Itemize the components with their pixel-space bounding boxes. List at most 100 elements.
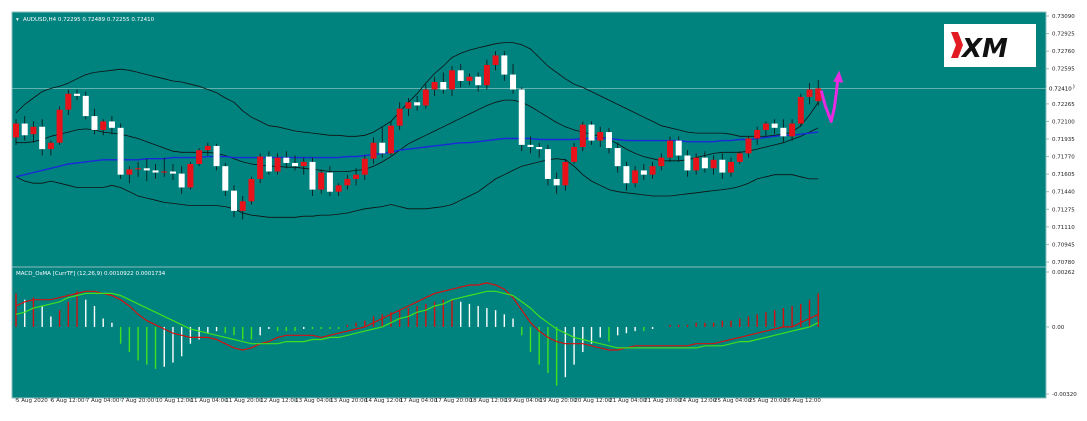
bull-candle-body — [649, 166, 656, 175]
bull-candle-body — [335, 185, 342, 192]
oscillator-header: MACD_OsMA [CurrTF] (12,26,9) 0.0010922 0… — [16, 271, 166, 277]
bull-candle-body — [632, 170, 639, 184]
moving-average-line — [15, 131, 819, 178]
price-tick-label: 0.72100 — [1052, 119, 1075, 125]
price-tick-label: 0.72760 — [1052, 49, 1075, 55]
bear-candle-body — [117, 127, 124, 175]
time-tick-label: 20 Aug 12:00 — [574, 398, 612, 404]
bear-candle-body — [152, 170, 159, 173]
bear-candle-body — [684, 155, 691, 171]
bull-candle-body — [300, 161, 307, 167]
bear-candle-body — [623, 166, 630, 184]
bear-candle-body — [527, 144, 534, 147]
bull-candle-body — [65, 93, 72, 110]
logo-text: XM — [960, 34, 1008, 64]
time-tick-label: 6 Aug 12:00 — [51, 398, 85, 404]
chart-header: AUDUSD,H4 0.72295 0.72489 0.72255 0.7241… — [23, 17, 155, 23]
xm-logo: XM — [944, 24, 1036, 67]
bull-candle-body — [579, 124, 586, 147]
bear-candle-body — [518, 89, 525, 145]
bull-candle-body — [762, 123, 769, 130]
time-tick-label: 25 Aug 20:00 — [749, 398, 787, 404]
time-tick-label: 7 Aug 20:00 — [121, 398, 155, 404]
bull-candle-body — [449, 70, 455, 90]
bull-candle-body — [736, 153, 743, 162]
bear-candle-body — [326, 172, 333, 192]
bull-candle-body — [693, 157, 700, 171]
bear-candle-body — [719, 159, 726, 173]
current-price-tag: 0.72410 — [1047, 84, 1073, 93]
bull-candle-body — [597, 132, 604, 141]
macd-line — [15, 282, 819, 351]
chart-menu-icon[interactable]: ▾ — [16, 17, 19, 23]
bear-candle-body — [82, 95, 89, 117]
bear-candle-body — [510, 74, 517, 90]
bull-candle-body — [100, 121, 107, 130]
bull-candle-body — [30, 126, 37, 135]
bull-candle-body — [789, 123, 796, 137]
bear-candle-body — [265, 156, 272, 172]
bear-candle-body — [536, 146, 543, 150]
price-tick-label: 0.72265 — [1052, 102, 1075, 108]
time-tick-label: 11 Aug 20:00 — [225, 398, 263, 404]
bear-candle-body — [222, 166, 229, 191]
price-tick-label: 0.71110 — [1052, 225, 1075, 231]
time-tick-label: 24 Aug 12:00 — [679, 398, 717, 404]
bull-candle-body — [815, 88, 822, 102]
bull-candle-body — [483, 64, 490, 86]
bull-candle-body — [274, 157, 281, 172]
forecast-arrow-path — [819, 75, 840, 123]
chart-background — [11, 11, 1047, 399]
bull-candle-body — [466, 76, 473, 81]
oscillator-axis: 0.00262 0.00 -0.00320 — [1046, 270, 1077, 398]
bull-candle-body — [667, 140, 673, 158]
bear-candle-body — [771, 123, 778, 128]
bull-candle-body — [239, 201, 246, 211]
bear-candle-body — [74, 93, 81, 96]
time-axis: 5 Aug 2020 6 Aug 12:00 7 Aug 04:00 7 Aug 20… — [15, 398, 821, 404]
time-tick-label: 7 Aug 04:00 — [86, 398, 120, 404]
bull-candle-body — [126, 169, 133, 175]
time-tick-label: 17 Aug 20:00 — [435, 398, 473, 404]
bear-candle-body — [108, 121, 115, 128]
price-tick-label: 0.71275 — [1052, 207, 1075, 213]
osma-histogram — [15, 291, 819, 386]
bull-candle-body — [47, 142, 54, 150]
price-tick-label: 0.72595 — [1052, 67, 1075, 73]
bear-candle-body — [414, 102, 421, 106]
bear-candle-body — [614, 148, 621, 167]
bull-candle-body — [248, 178, 255, 202]
bull-candle-body — [405, 102, 412, 109]
bear-candle-body — [178, 173, 185, 188]
bull-candle-body — [806, 89, 813, 97]
candlestick-series — [13, 51, 822, 220]
time-tick-label: 21 Aug 20:00 — [644, 398, 682, 404]
time-tick-label: 14 Aug 12:00 — [365, 398, 403, 404]
bear-candle-body — [283, 157, 290, 163]
bull-candle-body — [257, 156, 264, 179]
bear-candle-body — [675, 140, 682, 156]
bear-candle-body — [292, 162, 299, 167]
price-tick-label: 0.70780 — [1052, 260, 1075, 266]
forecast-arrow — [819, 70, 844, 123]
bear-candle-body — [701, 157, 708, 169]
bull-candle-body — [710, 159, 717, 169]
bull-candle-body — [161, 171, 168, 173]
bear-candle-body — [553, 178, 560, 186]
time-tick-label: 11 Aug 04:00 — [191, 398, 229, 404]
bull-candle-body — [571, 146, 578, 162]
signal-line — [15, 290, 819, 349]
time-tick-label: 18 Aug 12:00 — [470, 398, 508, 404]
bear-candle-body — [143, 168, 150, 171]
time-tick-label: 10 Aug 12:00 — [156, 398, 194, 404]
price-tick-label: 0.71935 — [1052, 137, 1075, 143]
bear-candle-body — [21, 123, 28, 136]
time-tick-label: 21 Aug 04:00 — [609, 398, 647, 404]
bear-candle-body — [169, 171, 176, 174]
bull-candle-body — [728, 161, 735, 173]
bull-candle-body — [361, 158, 368, 175]
bear-candle-body — [475, 76, 482, 86]
bear-candle-body — [91, 116, 98, 130]
bull-candle-body — [370, 142, 377, 159]
